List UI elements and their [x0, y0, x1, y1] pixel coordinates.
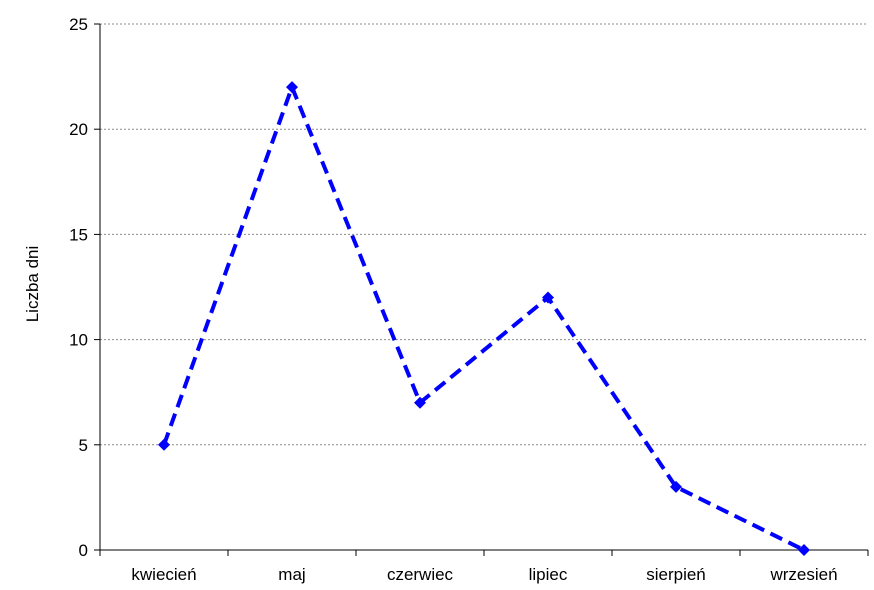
data-point-marker [542, 291, 554, 304]
y-axis-title: Liczba dni [23, 246, 42, 323]
data-point-marker [798, 544, 810, 556]
series-line [162, 85, 805, 552]
y-tick-label: 10 [69, 331, 88, 350]
y-axis-ticks: 0 5 10 15 20 25 [69, 15, 100, 560]
y-tick-label: 5 [79, 436, 88, 455]
x-tick-label: wrzesień [769, 565, 837, 584]
data-point-marker [286, 81, 298, 94]
x-tick-label: czerwiec [387, 565, 454, 584]
x-tick-label: lipiec [529, 565, 568, 584]
y-tick-label: 20 [69, 120, 88, 139]
y-tick-label: 0 [79, 541, 88, 560]
axes [99, 24, 868, 551]
gridlines [100, 23, 868, 446]
data-point-marker [670, 480, 682, 493]
x-tick-label: sierpień [646, 565, 706, 584]
data-point-marker [414, 396, 426, 409]
x-tick-label: kwiecień [131, 565, 196, 584]
series-group [158, 81, 810, 556]
x-tick-label: maj [278, 565, 305, 584]
data-point-marker [158, 438, 170, 451]
y-tick-label: 25 [69, 15, 88, 34]
x-axis-ticks: kwiecień maj czerwiec lipiec sierpień wrzesie… [99, 550, 869, 584]
y-tick-label: 15 [69, 225, 88, 244]
